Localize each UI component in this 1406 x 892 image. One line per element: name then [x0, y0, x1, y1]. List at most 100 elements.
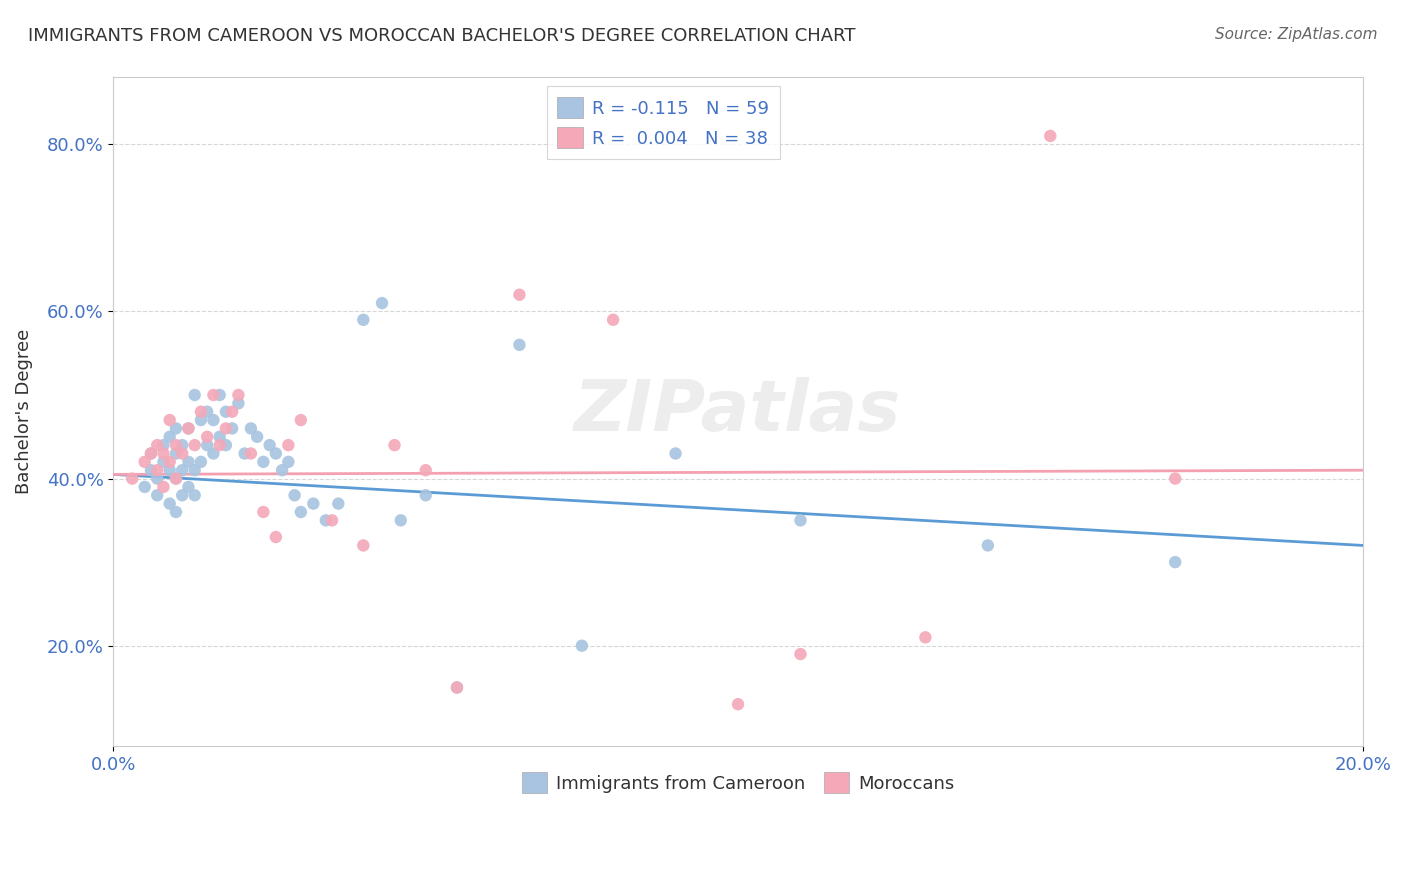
- Point: [215, 421, 238, 435]
- Point: [239, 421, 262, 435]
- Point: [221, 421, 243, 435]
- Point: [602, 313, 624, 327]
- Point: [190, 405, 212, 419]
- Point: [259, 438, 281, 452]
- Point: [290, 413, 312, 427]
- Point: [159, 430, 181, 444]
- Point: [1164, 555, 1187, 569]
- Point: [195, 430, 218, 444]
- Point: [159, 497, 181, 511]
- Point: [914, 631, 936, 645]
- Point: [121, 472, 143, 486]
- Point: [233, 446, 256, 460]
- Point: [202, 413, 225, 427]
- Point: [415, 463, 437, 477]
- Point: [159, 455, 181, 469]
- Point: [202, 388, 225, 402]
- Y-axis label: Bachelor's Degree: Bachelor's Degree: [15, 329, 32, 494]
- Point: [977, 538, 1000, 552]
- Point: [508, 338, 530, 352]
- Point: [159, 413, 181, 427]
- Point: [134, 480, 156, 494]
- Point: [727, 697, 749, 711]
- Legend: Immigrants from Cameroon, Moroccans: Immigrants from Cameroon, Moroccans: [512, 761, 965, 804]
- Point: [284, 488, 307, 502]
- Point: [172, 446, 194, 460]
- Point: [139, 446, 162, 460]
- Text: ZIPatlas: ZIPatlas: [574, 377, 901, 446]
- Point: [371, 296, 394, 310]
- Point: [208, 388, 231, 402]
- Point: [789, 513, 811, 527]
- Point: [146, 472, 169, 486]
- Point: [290, 505, 312, 519]
- Point: [165, 472, 187, 486]
- Point: [159, 463, 181, 477]
- Point: [165, 438, 187, 452]
- Point: [165, 505, 187, 519]
- Point: [252, 505, 274, 519]
- Point: [508, 287, 530, 301]
- Point: [152, 438, 174, 452]
- Point: [190, 413, 212, 427]
- Point: [389, 513, 412, 527]
- Point: [321, 513, 343, 527]
- Point: [208, 430, 231, 444]
- Text: Source: ZipAtlas.com: Source: ZipAtlas.com: [1215, 27, 1378, 42]
- Point: [152, 480, 174, 494]
- Point: [264, 446, 287, 460]
- Point: [183, 438, 205, 452]
- Point: [352, 538, 374, 552]
- Point: [446, 681, 468, 695]
- Point: [277, 455, 299, 469]
- Point: [139, 463, 162, 477]
- Point: [139, 446, 162, 460]
- Point: [228, 396, 250, 410]
- Point: [228, 388, 250, 402]
- Point: [195, 438, 218, 452]
- Point: [177, 455, 200, 469]
- Point: [215, 438, 238, 452]
- Point: [271, 463, 294, 477]
- Point: [352, 313, 374, 327]
- Point: [190, 455, 212, 469]
- Point: [1164, 472, 1187, 486]
- Point: [1039, 128, 1062, 143]
- Point: [202, 446, 225, 460]
- Point: [172, 463, 194, 477]
- Point: [789, 647, 811, 661]
- Point: [277, 438, 299, 452]
- Point: [177, 421, 200, 435]
- Point: [239, 446, 262, 460]
- Point: [146, 438, 169, 452]
- Text: IMMIGRANTS FROM CAMEROON VS MOROCCAN BACHELOR'S DEGREE CORRELATION CHART: IMMIGRANTS FROM CAMEROON VS MOROCCAN BAC…: [28, 27, 856, 45]
- Point: [183, 463, 205, 477]
- Point: [177, 480, 200, 494]
- Point: [415, 488, 437, 502]
- Point: [195, 405, 218, 419]
- Point: [208, 438, 231, 452]
- Point: [246, 430, 269, 444]
- Point: [571, 639, 593, 653]
- Point: [215, 405, 238, 419]
- Point: [328, 497, 350, 511]
- Point: [165, 446, 187, 460]
- Point: [165, 421, 187, 435]
- Point: [172, 438, 194, 452]
- Point: [146, 488, 169, 502]
- Point: [165, 472, 187, 486]
- Point: [446, 681, 468, 695]
- Point: [152, 455, 174, 469]
- Point: [183, 488, 205, 502]
- Point: [221, 405, 243, 419]
- Point: [302, 497, 325, 511]
- Point: [252, 455, 274, 469]
- Point: [664, 446, 686, 460]
- Point: [146, 463, 169, 477]
- Point: [264, 530, 287, 544]
- Point: [172, 488, 194, 502]
- Point: [384, 438, 406, 452]
- Point: [177, 421, 200, 435]
- Point: [183, 388, 205, 402]
- Point: [315, 513, 337, 527]
